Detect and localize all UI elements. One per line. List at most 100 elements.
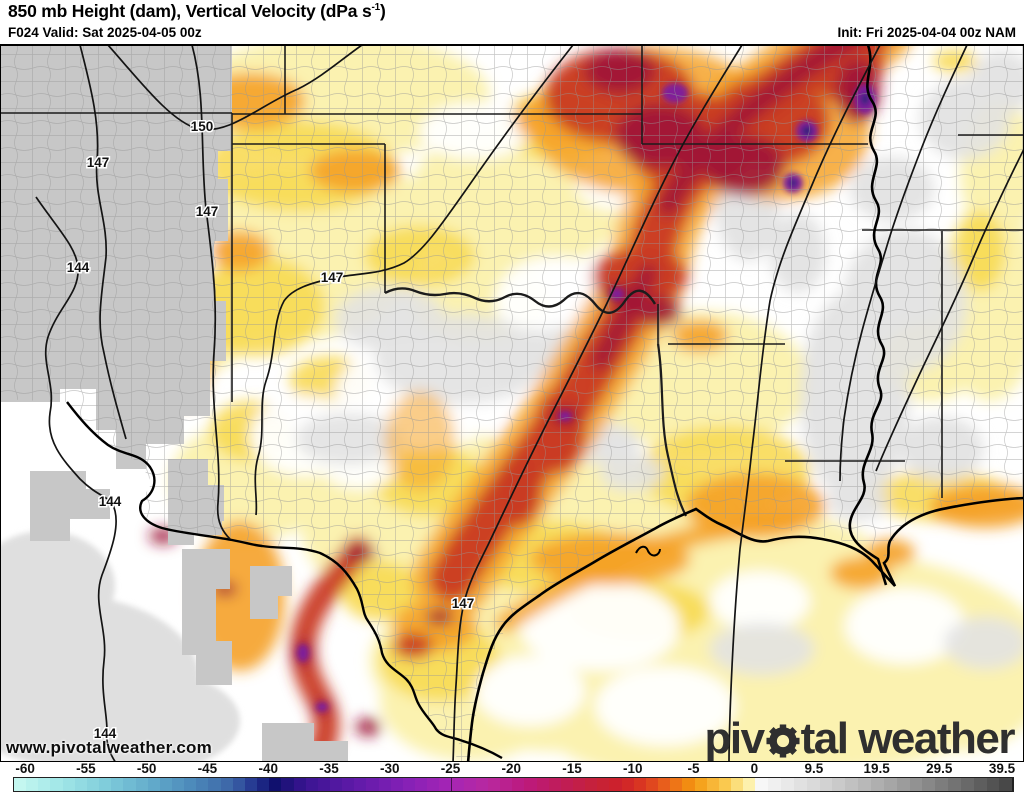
colorbar-tick--50: -50 [136,761,157,776]
page-title: 850 mb Height (dam), Vertical Velocity (… [8,1,386,21]
pivotal-weather-logo: piv tal weather [704,714,1016,762]
colorbar-cell [694,778,708,791]
coastline-and-rivers [66,45,1024,761]
colorbar-cell [26,778,40,791]
colorbar-tick-39.5: 39.5 [988,761,1016,776]
colorbar-cell [342,778,356,791]
colorbar-cell [948,778,962,791]
colorbar-tick-19.5: 19.5 [863,761,890,776]
colorbar-tick--35: -35 [319,761,339,776]
colorbar-cell [366,778,380,791]
valid-time-label: F024 Valid: Sat 2025-04-05 00z [8,25,202,40]
colorbar-cell [99,778,113,791]
colorbar-cell [806,778,821,791]
colorbar-tick--15: -15 [562,761,582,776]
colorbar-cell [135,778,149,791]
colorbar-cell [463,778,477,791]
contour-label-147: 147 [321,270,344,285]
colorbar-cell [560,778,575,791]
colorbar-cell [793,778,808,791]
colorbar-cell [755,778,770,791]
colorbar-cell [621,778,635,791]
colorbar-tick--30: -30 [379,761,400,776]
colorbar-cell [682,778,696,791]
colorbar-cell [718,778,732,791]
colorbar-cell [896,778,911,791]
colorbar-cell [999,778,1014,791]
colorbar-cell [451,778,465,791]
colorbar-cell [74,778,88,791]
colorbar-cell [633,778,647,791]
colorbar-cell [922,778,937,791]
strong-ascent-cores [0,83,876,761]
colorbar-cell [439,778,453,791]
colorbar-cell [524,778,538,791]
colorbar-cell [487,778,502,791]
colorbar-tick-labels: -60 -55 -50 -45 -40 -35 -30 -25 -20 -15 -10 -5 0 9.5 1… [0,761,1024,777]
colorbar-tick-29.5: 29.5 [926,761,953,776]
colorbar-cell [86,778,101,791]
contour-labels: 150 147 147 144 147 144 147 144 [65,118,476,743]
colorbar-tick--5: -5 [687,761,700,776]
colorbar-cell [883,778,898,791]
colorbar-cell [269,778,283,791]
colorbar-cell [768,778,783,791]
colorbar-cell [743,778,757,791]
colorbar-cell [390,778,404,791]
colorbar-tick--55: -55 [76,761,96,776]
logo-text-left: piv [704,714,766,762]
contour-label-144: 144 [67,260,90,275]
colorbar-cell [50,778,64,791]
colorbar-cell [609,778,623,791]
colorbar-cell [548,778,562,791]
logo-text-right: tal weather [800,714,1016,762]
colorbar-cell [960,778,975,791]
contour-label-144: 144 [94,726,117,741]
colorbar-cell [402,778,417,791]
colorbar-cell [658,778,672,791]
colorbar-cell [731,778,745,791]
colorbar-cell [427,778,441,791]
colorbar-cell [986,778,1001,791]
colorbar-cell [935,778,950,791]
colorbar-cell [171,778,186,791]
colorbar-cell [500,778,514,791]
colorbar-tick--40: -40 [258,761,278,776]
colorbar-cell [257,778,271,791]
colorbar-tick--25: -25 [440,761,461,776]
contour-label-150: 150 [191,119,214,134]
colorbar-cell [670,778,684,791]
colorbar-cell [208,778,222,791]
colorbar-cell [573,778,587,791]
colorbar-cell [512,778,526,791]
colorbar-tick--45: -45 [197,761,218,776]
contour-label-147: 147 [452,596,475,611]
colorbar-gradient [13,777,1014,792]
colorbar-cell [870,778,885,791]
colorbar-cell [317,778,331,791]
colorbar-cell [781,778,795,791]
colorbar-tick--10: -10 [623,761,643,776]
colorbar-cell [281,778,295,791]
weather-map: 150 147 147 144 147 144 147 144 www.pivotalweat… [0,44,1024,762]
colorbar-legend: -60 -55 -50 -45 -40 -35 -30 -25 -20 -15 -10 -5 0 9.5 1… [0,761,1024,792]
colorbar-cell [147,778,161,791]
colorbar-cell [819,778,834,791]
contour-label-147: 147 [87,155,110,170]
colorbar-cell [220,778,234,791]
colorbar-cell [111,778,125,791]
state-boundaries [0,45,1024,517]
colorbar-cell [329,778,344,791]
colorbar-tick--20: -20 [501,761,522,776]
colorbar-cell [38,778,52,791]
init-time-label: Init: Fri 2025-04-04 00z NAM [837,25,1016,40]
colorbar-cell [585,778,599,791]
watermark: www.pivotalweather.com [6,738,212,757]
contour-label-147: 147 [196,204,219,219]
colorbar-tick--60: -60 [15,761,35,776]
colorbar-cell [845,778,860,791]
colorbar-cell [909,778,924,791]
colorbar-tick-9.5: 9.5 [804,761,824,776]
colorbar-cell [973,778,988,791]
